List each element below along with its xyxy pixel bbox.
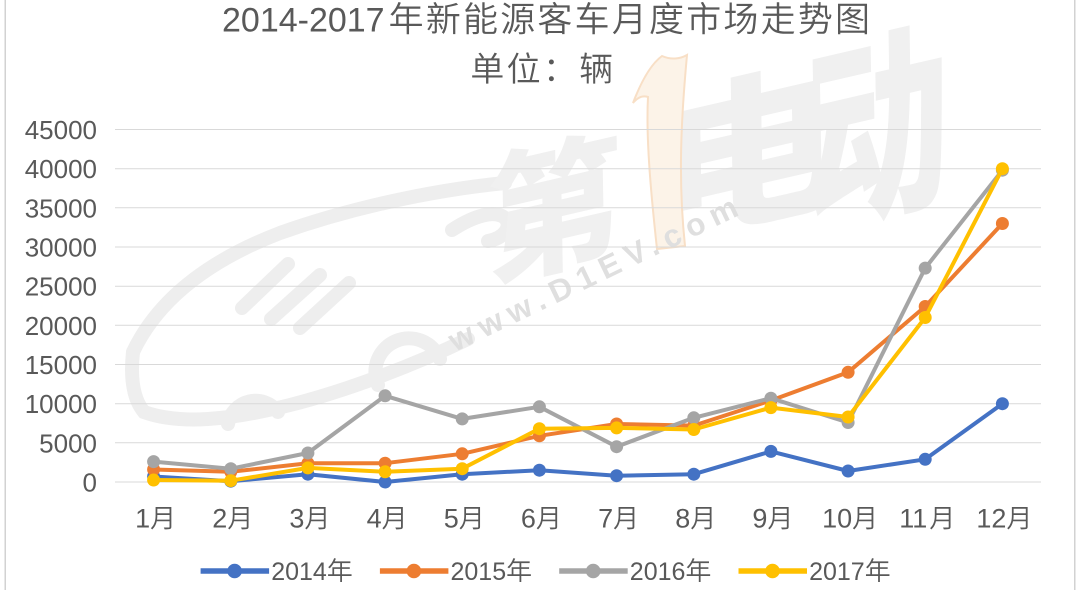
svg-text:2017: 2017 [809, 558, 865, 586]
svg-text:3: 3 [289, 503, 304, 533]
svg-text:2015: 2015 [451, 558, 507, 586]
svg-text:4: 4 [367, 503, 382, 533]
svg-text:15000: 15000 [25, 350, 97, 380]
svg-text:12: 12 [976, 503, 1006, 533]
svg-text:9: 9 [752, 503, 767, 533]
svg-text:35000: 35000 [25, 193, 97, 223]
svg-text:45000: 45000 [25, 115, 97, 145]
svg-text:8: 8 [675, 503, 690, 533]
svg-text:11: 11 [899, 503, 927, 533]
svg-text:30000: 30000 [25, 233, 97, 263]
svg-text:5: 5 [444, 503, 459, 533]
svg-text:10: 10 [822, 503, 852, 533]
svg-text:1: 1 [135, 503, 150, 533]
svg-text:2: 2 [212, 503, 227, 533]
svg-text:40000: 40000 [25, 154, 97, 184]
svg-text:2014-2017: 2014-2017 [222, 1, 385, 39]
svg-text:25000: 25000 [25, 272, 97, 302]
svg-text:7: 7 [598, 503, 613, 533]
svg-text:2014: 2014 [271, 558, 327, 586]
svg-text:0: 0 [83, 468, 97, 498]
svg-text:6: 6 [521, 503, 536, 533]
svg-text:5000: 5000 [39, 428, 97, 458]
svg-text:20000: 20000 [25, 311, 97, 341]
svg-text:10000: 10000 [25, 389, 97, 419]
svg-text:2016: 2016 [630, 558, 686, 586]
